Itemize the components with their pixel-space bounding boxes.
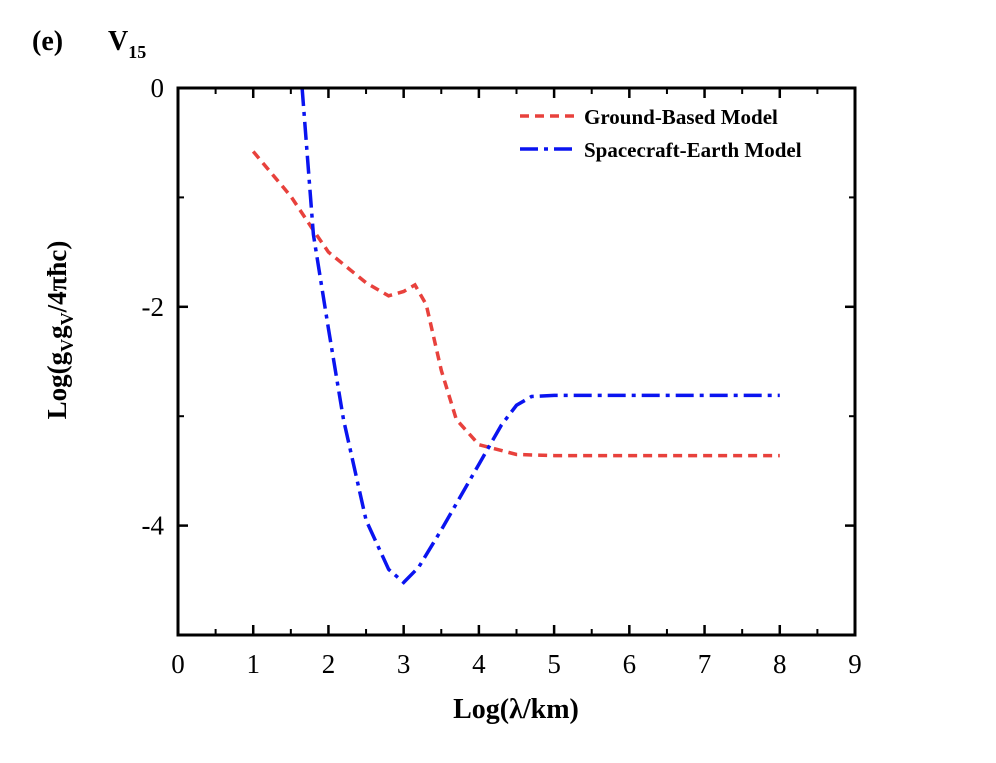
x-tick-label: 1 <box>246 649 260 679</box>
title-text: V <box>108 26 128 57</box>
x-tick-label: 9 <box>848 649 862 679</box>
x-tick-label: 3 <box>397 649 411 679</box>
y-tick-label: -4 <box>142 511 165 541</box>
title-subscript: 15 <box>128 42 146 62</box>
y-tick-label: 0 <box>151 73 165 103</box>
legend-label: Ground-Based Model <box>584 105 778 129</box>
x-tick-label: 4 <box>472 649 486 679</box>
x-tick-label: 5 <box>547 649 561 679</box>
series-line <box>251 150 780 458</box>
y-axis-label-part: Log(g <box>42 351 72 419</box>
y-tick-label: -2 <box>142 292 165 322</box>
x-tick-label: 6 <box>623 649 637 679</box>
x-tick-label: 8 <box>773 649 787 679</box>
y-axis-label-part: V <box>57 312 77 325</box>
plot-frame <box>176 86 857 637</box>
series-line <box>300 88 780 585</box>
y-axis-label-part: g <box>42 325 72 339</box>
legend-label: Spacecraft-Earth Model <box>584 138 802 162</box>
x-tick-label: 2 <box>322 649 336 679</box>
x-tick-label: 0 <box>171 649 185 679</box>
panel-label: (e) <box>32 26 63 57</box>
y-axis-label: Log(gVgV/4πħc) <box>42 241 77 420</box>
x-tick-label: 7 <box>698 649 712 679</box>
y-axis-label-part: V <box>57 339 77 352</box>
x-axis-label: Log(λ/km) <box>453 694 579 725</box>
y-axis-label-part: /4πħc) <box>42 241 72 314</box>
chart-title: V15 <box>108 26 146 62</box>
